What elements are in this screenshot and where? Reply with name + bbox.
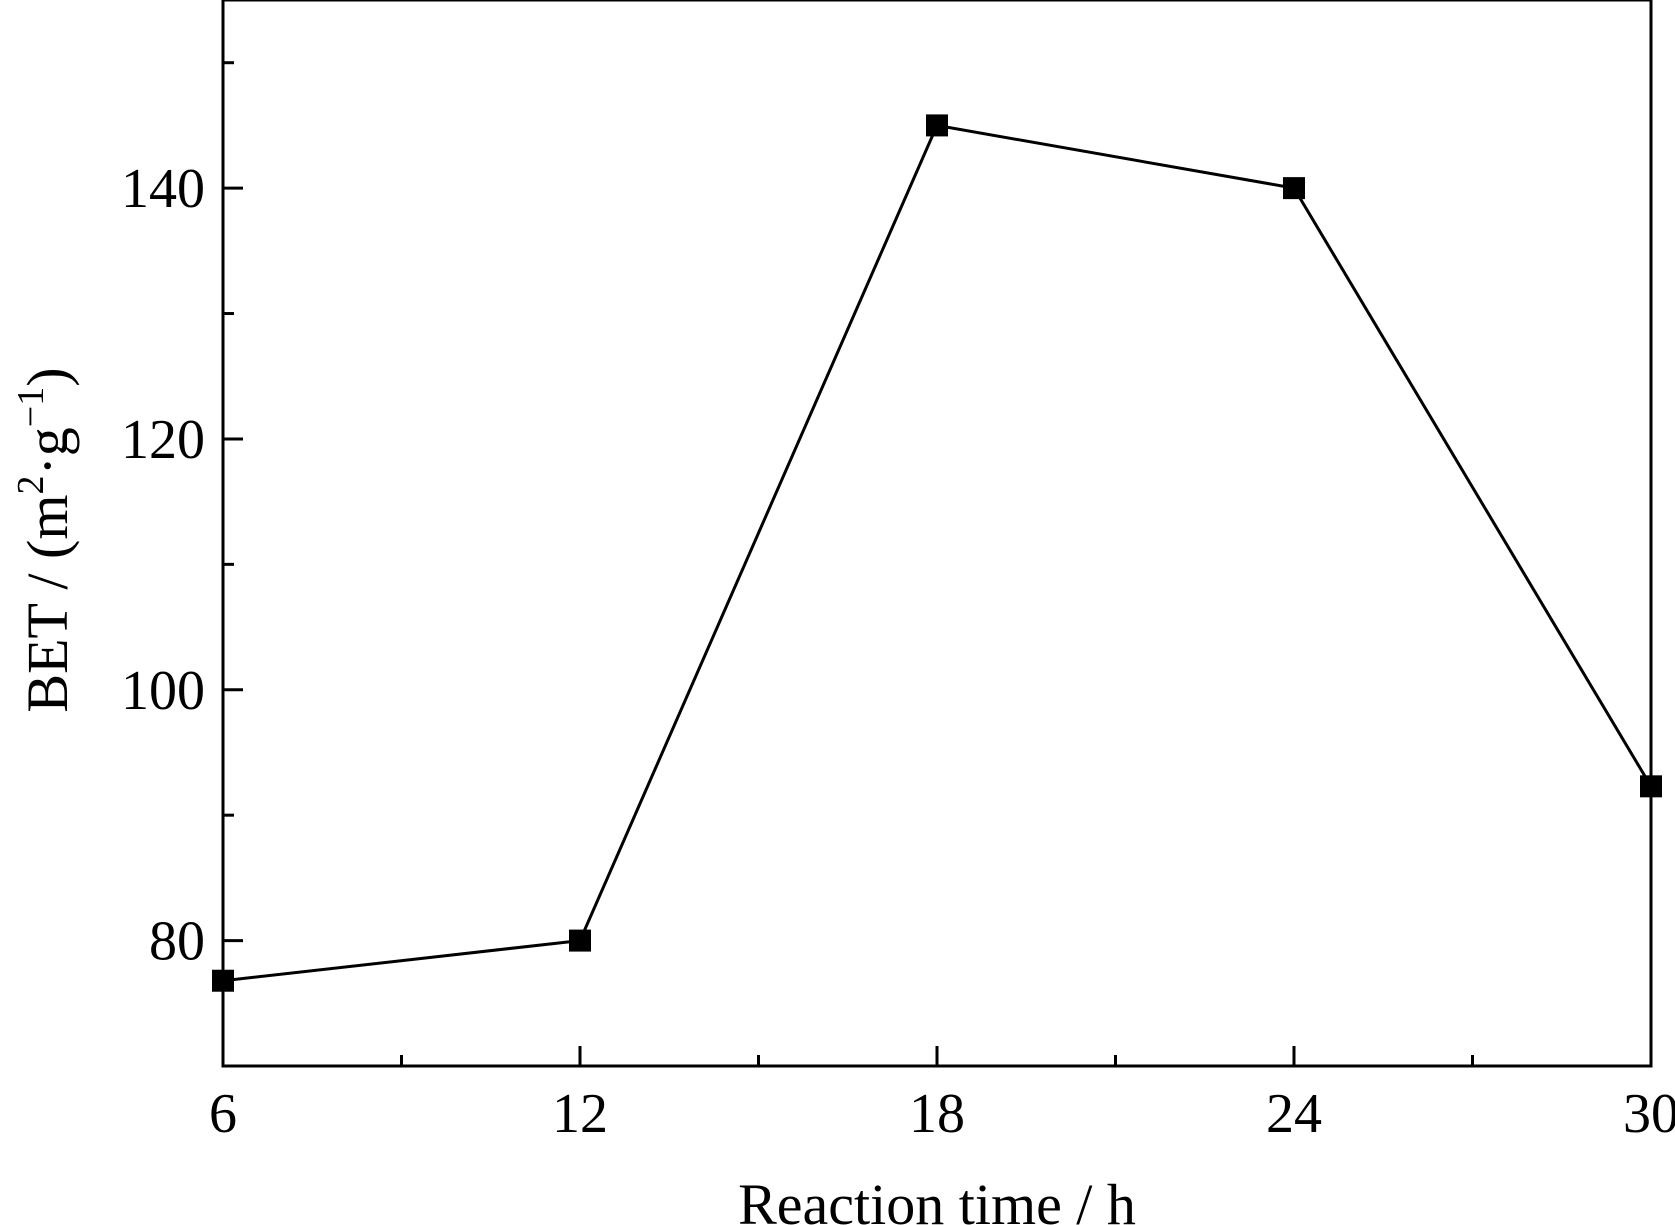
x-tick-label: 6 [209,1083,237,1145]
major-ticks [223,188,1651,1066]
data-point-marker [569,930,591,952]
x-axis-label: Reaction time / h [738,1172,1136,1225]
x-tick-label: 12 [552,1083,608,1145]
y-axis-label-suffix: ) [15,367,80,386]
y-tick-label: 80 [149,911,205,973]
y-tick-labels: 80 100 120 140 [121,158,205,972]
data-point-marker [1640,775,1662,797]
series-points [212,114,1662,991]
data-point-marker [1283,177,1305,199]
x-tick-label: 24 [1266,1083,1322,1145]
series-lines [223,125,1651,980]
x-tick-labels: 6 12 18 24 30 [209,1083,1675,1145]
y-axis-label-superscript-2: −1 [10,387,52,427]
y-tick-label: 140 [121,158,205,220]
y-axis-label-prefix: BET / (m [15,495,80,713]
y-axis-label: BET / (m2·g−1) [10,367,80,712]
y-tick-label: 120 [121,409,205,471]
y-tick-label: 100 [121,660,205,722]
series-line [223,125,1651,980]
y-axis-label-superscript-1: 2 [10,476,52,495]
plot-area-frame [223,0,1651,1066]
data-point-marker [212,970,234,992]
y-axis-label-mid: ·g [15,427,80,475]
data-point-marker [926,114,948,136]
x-tick-label: 30 [1623,1083,1675,1145]
minor-ticks [223,63,1473,1066]
x-tick-label: 18 [909,1083,965,1145]
